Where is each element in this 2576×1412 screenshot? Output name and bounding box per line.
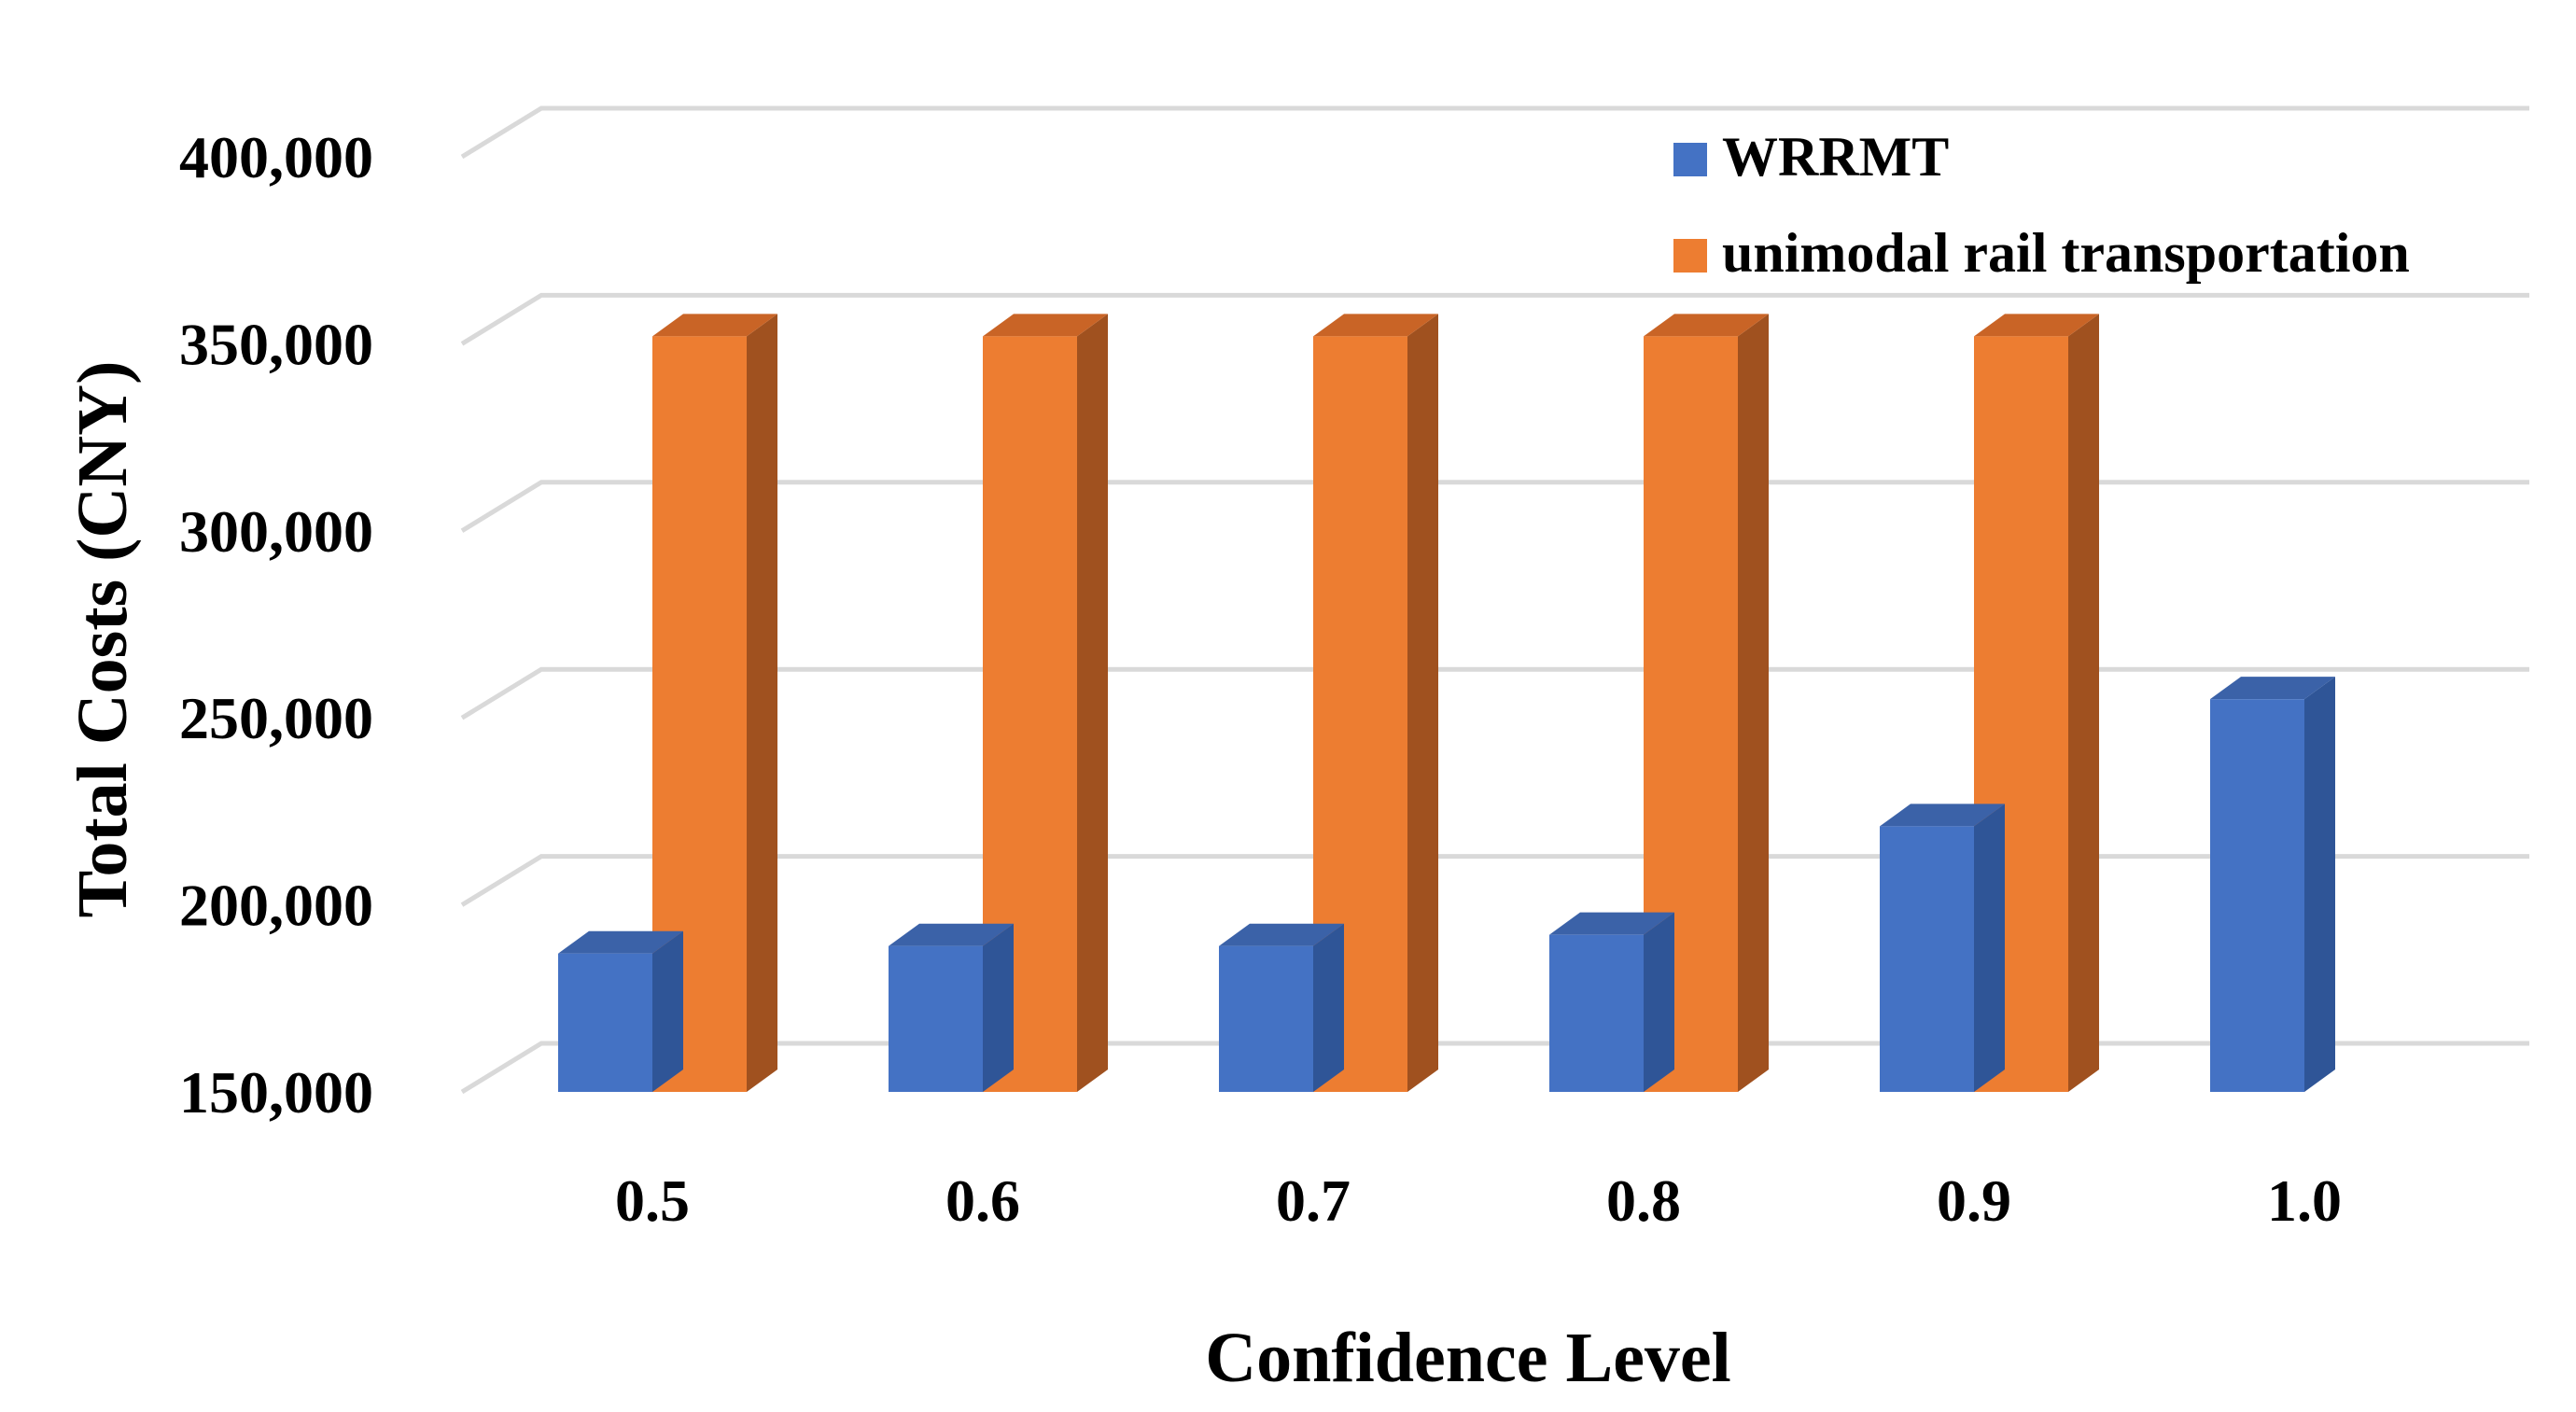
bar-side (983, 923, 1014, 1092)
legend-swatch-unimodal-rail (1673, 239, 1707, 273)
y-tick-label: 200,000 (179, 873, 373, 939)
bar-side (1077, 314, 1108, 1092)
bar-top (889, 923, 1014, 946)
bar-side (1738, 314, 1769, 1092)
bar-wrrmt (558, 930, 683, 1092)
x-tick-label: 0.9 (1937, 1167, 2011, 1234)
gridline (460, 1041, 2529, 1095)
bar-front (1219, 945, 1313, 1092)
bar-wrrmt (2210, 677, 2335, 1092)
bar-front (1880, 826, 1974, 1092)
bar-wrrmt (1880, 804, 2005, 1092)
legend-swatch-wrrmt (1673, 143, 1707, 176)
x-tick-label: 0.8 (1606, 1167, 1681, 1234)
bar-top (1219, 923, 1344, 946)
bar-wrrmt (1549, 912, 1674, 1092)
bar-front (558, 953, 652, 1092)
bar-front (1549, 934, 1644, 1092)
bar-side (747, 314, 777, 1092)
bar-top (983, 314, 1108, 337)
y-axis-ticks: 150,000 200,000 250,000 300,000 350,000 400,0… (179, 124, 373, 1125)
x-tick-label: 0.5 (615, 1167, 690, 1234)
bar-side (1644, 912, 1674, 1092)
x-tick-label: 0.6 (945, 1167, 1020, 1234)
gridline (460, 854, 2529, 907)
bar-side (2304, 677, 2335, 1092)
gridline (460, 105, 2529, 160)
bar-top (652, 314, 777, 337)
gridline (460, 666, 2529, 720)
bar-side (1407, 314, 1438, 1092)
bars (558, 314, 2335, 1092)
bar-side (2068, 314, 2099, 1092)
y-axis-title: Total Costs (CNY) (63, 361, 142, 918)
bar-top (558, 930, 683, 954)
y-tick-label: 300,000 (179, 498, 373, 565)
bar-unimodal-rail (1644, 314, 1769, 1092)
bar-front (2210, 699, 2304, 1092)
legend-label-wrrmt: WRRMT (1722, 126, 1949, 188)
legend-label-unimodal-rail: unimodal rail transportation (1722, 222, 2410, 284)
bar-top (1644, 314, 1769, 337)
bar-top (1974, 314, 2099, 337)
bar-side (1313, 923, 1344, 1092)
bar-top (1549, 912, 1674, 935)
bar-wrrmt (1219, 923, 1344, 1092)
x-tick-label: 1.0 (2267, 1167, 2342, 1234)
x-axis-ticks: 0.5 0.6 0.7 0.8 0.9 1.0 (615, 1167, 2342, 1234)
x-tick-label: 0.7 (1276, 1167, 1351, 1234)
gridline (460, 480, 2529, 533)
bar-wrrmt (889, 923, 1014, 1092)
legend: WRRMT unimodal rail transportation (1673, 126, 2410, 284)
bar-side (1974, 804, 2005, 1092)
gridlines (460, 105, 2529, 1095)
y-tick-label: 350,000 (179, 311, 373, 377)
y-tick-label: 150,000 (179, 1059, 373, 1125)
bar-top (1313, 314, 1438, 337)
y-tick-label: 250,000 (179, 685, 373, 751)
gridline (460, 292, 2529, 346)
y-tick-label: 400,000 (179, 124, 373, 190)
bar-front (889, 945, 983, 1092)
bar-side (652, 930, 683, 1092)
bar-top (1880, 804, 2005, 827)
bar-top (2210, 677, 2335, 700)
x-axis-title: Confidence Level (1205, 1319, 1731, 1397)
